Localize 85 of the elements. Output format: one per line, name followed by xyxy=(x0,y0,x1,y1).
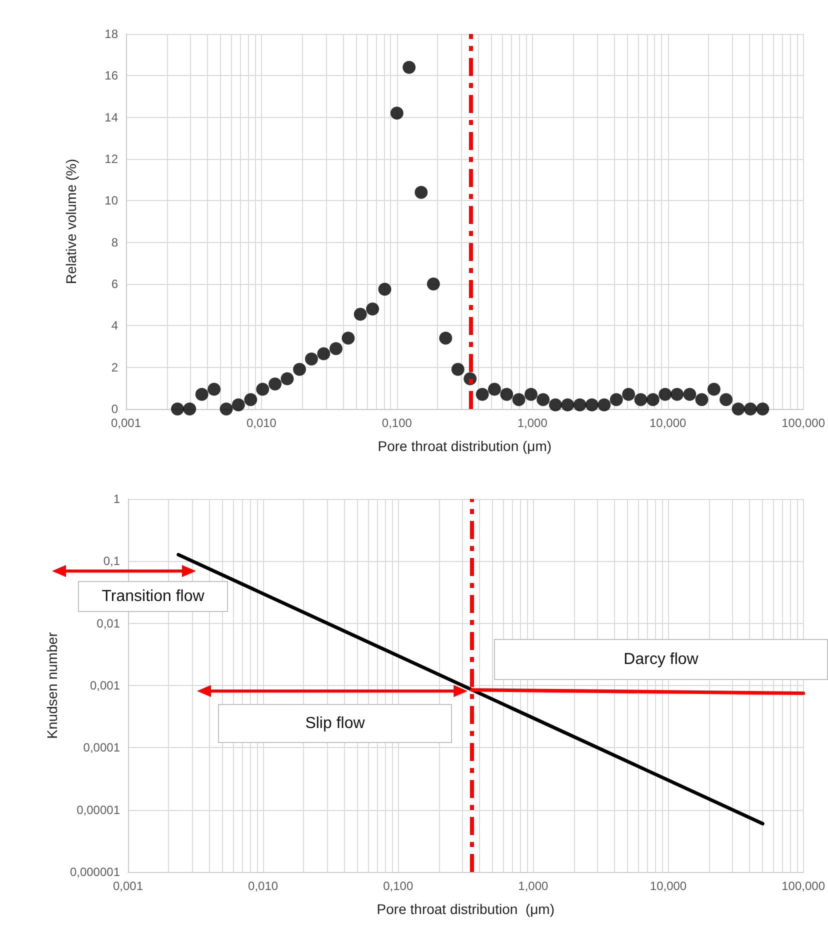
x-axis-title: Pore throat distribution (μm) xyxy=(376,901,554,917)
label-box: Darcy flow xyxy=(494,639,828,680)
point xyxy=(208,382,221,396)
y-tick-label: 16 xyxy=(104,68,118,83)
y-tick-label: 2 xyxy=(111,360,118,374)
x-tick-label: 100,000 xyxy=(782,879,826,893)
y-tick-label: 0,000001 xyxy=(70,865,120,879)
point xyxy=(500,388,514,401)
annotation: Transition flow xyxy=(102,588,204,606)
point xyxy=(378,282,392,296)
y-tick-label: 10 xyxy=(104,194,118,208)
annotation: Darcy flow xyxy=(624,650,698,668)
x-tick-label: 10,000 xyxy=(650,416,687,430)
point xyxy=(512,393,526,406)
point xyxy=(646,393,660,406)
point xyxy=(610,393,623,406)
x-axis-title: Pore throat distribution (μm) xyxy=(378,438,552,454)
point xyxy=(366,302,380,316)
point xyxy=(244,393,258,406)
x-tick-label: 0,010 xyxy=(246,416,277,430)
x-tick-label: 0,010 xyxy=(248,879,278,893)
label-box: Transition flow xyxy=(78,581,228,612)
y-tick-label: 0 xyxy=(111,402,118,416)
point xyxy=(476,388,489,401)
y-tick-label: 0,00001 xyxy=(76,802,120,817)
point xyxy=(354,308,367,321)
point xyxy=(756,402,770,416)
point xyxy=(171,402,184,416)
point xyxy=(683,388,696,401)
point xyxy=(280,372,294,386)
x-tick-label: 1,000 xyxy=(518,879,549,893)
y-tick-label: 6 xyxy=(111,277,118,291)
y-tick-label: 0,01 xyxy=(96,616,120,630)
point xyxy=(451,362,464,376)
point xyxy=(720,393,733,406)
point xyxy=(707,382,720,396)
point xyxy=(744,402,757,416)
point xyxy=(536,393,550,406)
point xyxy=(232,398,245,412)
point xyxy=(658,388,672,401)
point xyxy=(317,347,330,360)
point xyxy=(390,106,404,120)
point xyxy=(268,378,282,390)
point xyxy=(598,398,611,412)
point xyxy=(439,332,452,345)
y-tick-label: 18 xyxy=(104,27,118,41)
y-axis-title: Knudsen number xyxy=(44,632,60,739)
y-tick-label: 14 xyxy=(104,110,118,124)
point xyxy=(548,398,562,412)
y-tick-label: 0,001 xyxy=(90,678,120,692)
point xyxy=(573,398,586,412)
annotation: Slip flow xyxy=(305,714,365,732)
point xyxy=(402,60,416,74)
point xyxy=(670,388,684,401)
x-tick-label: 1,000 xyxy=(517,416,548,430)
point xyxy=(524,388,538,401)
point xyxy=(634,393,648,406)
point xyxy=(622,388,636,401)
point xyxy=(585,398,598,412)
point xyxy=(342,332,355,345)
point xyxy=(561,398,574,412)
x-tick-label: 100,000 xyxy=(782,416,826,430)
point xyxy=(183,402,196,416)
y-tick-label: 8 xyxy=(111,235,118,250)
point xyxy=(304,352,318,366)
point xyxy=(426,278,440,290)
point xyxy=(488,382,501,396)
x-tick-label: 0,100 xyxy=(382,416,412,430)
point xyxy=(293,362,306,376)
point xyxy=(695,393,708,406)
point xyxy=(256,382,270,396)
point xyxy=(330,342,342,356)
point xyxy=(732,402,745,416)
y-axis-title: Relative volume (%) xyxy=(63,158,79,284)
x-tick-label: 0,100 xyxy=(383,879,414,893)
point xyxy=(414,186,428,199)
x-tick-label: 10,000 xyxy=(650,879,687,893)
y-tick-label: 0,1 xyxy=(103,554,120,568)
y-tick-label: 12 xyxy=(104,152,118,166)
point xyxy=(195,388,208,401)
y-tick-label: 1 xyxy=(113,492,120,506)
point xyxy=(220,402,233,416)
y-tick-label: 4 xyxy=(111,318,118,333)
label-box: Slip flow xyxy=(218,704,452,743)
y-tick-label: 0,0001 xyxy=(83,740,120,755)
